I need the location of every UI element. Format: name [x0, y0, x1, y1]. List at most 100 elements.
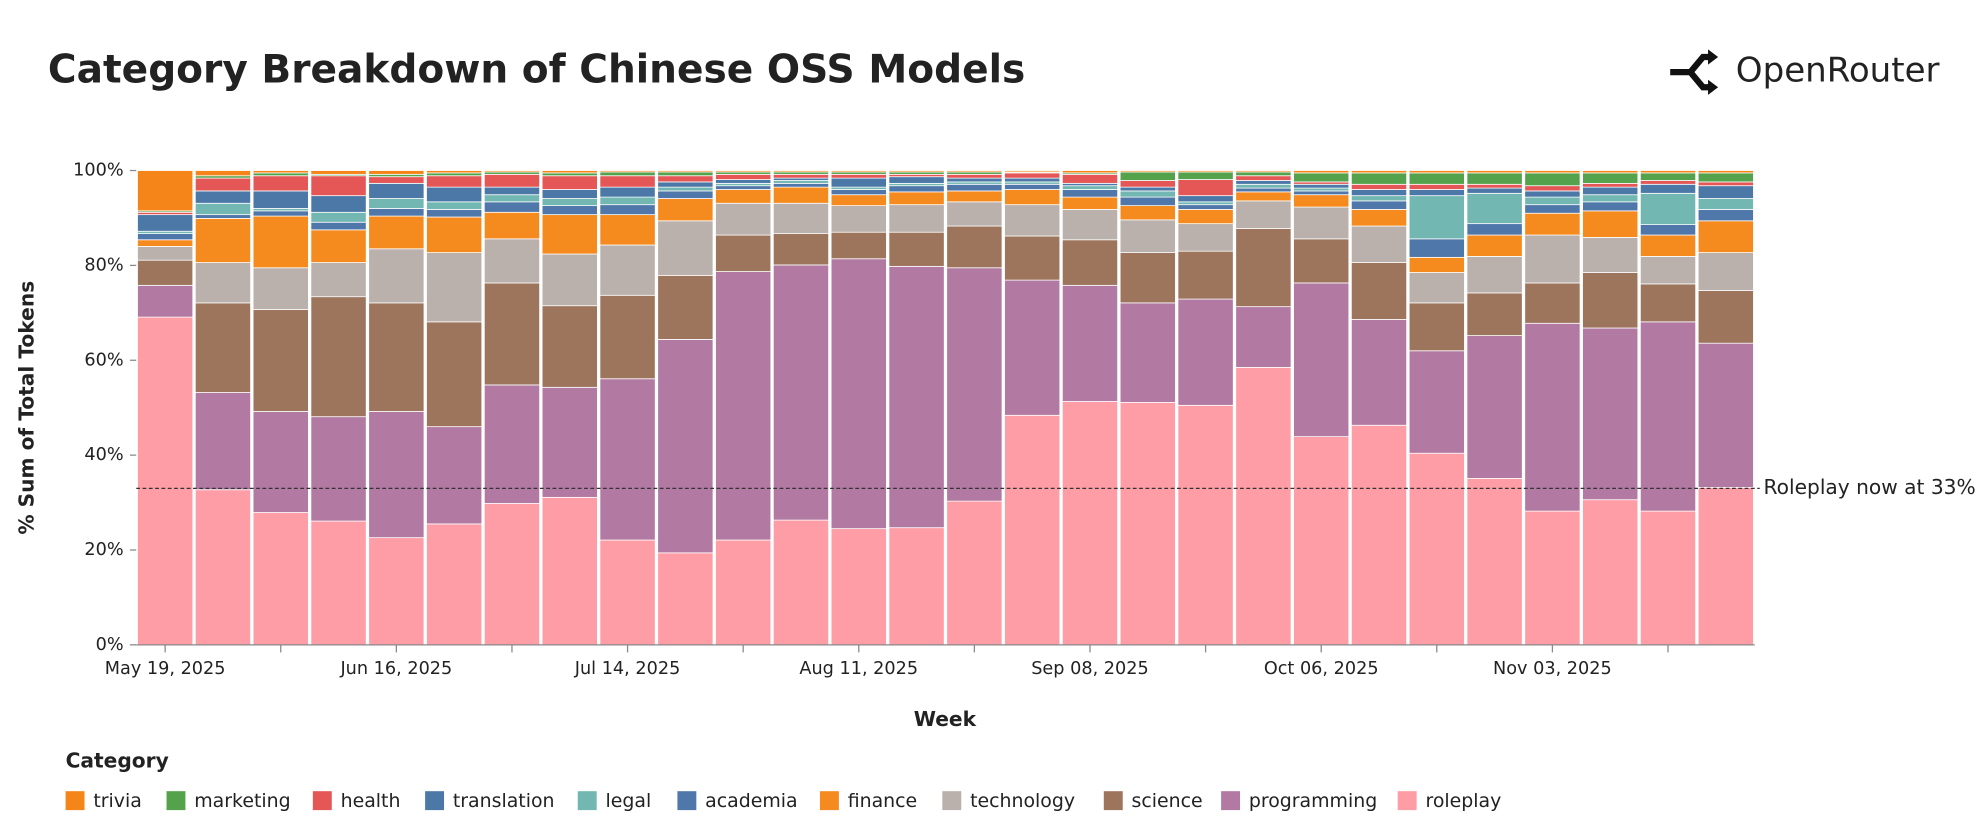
bar-segment — [1466, 192, 1523, 225]
bar-segment — [541, 214, 598, 255]
bar-segment — [946, 183, 1003, 192]
bar-segment — [368, 302, 425, 412]
legend-swatch — [1221, 791, 1241, 811]
bar-segment — [1350, 170, 1408, 174]
bar-segment — [1697, 220, 1754, 253]
bar-segment — [772, 182, 829, 188]
bar-segment — [1061, 209, 1119, 241]
bar-segment — [946, 177, 1003, 183]
bar-segment — [715, 234, 772, 272]
x-tick-label: Nov 03, 2025 — [1493, 659, 1612, 679]
bar-segment — [1582, 327, 1639, 501]
bar-segment — [946, 267, 1003, 502]
bar-segment — [1350, 200, 1408, 210]
bar-segment — [426, 523, 483, 646]
bar-segment — [1582, 172, 1639, 184]
x-axis-label: Week — [914, 707, 977, 731]
bar-segment — [1697, 170, 1754, 174]
bar-segment — [1177, 170, 1234, 173]
bar-segment — [541, 189, 598, 199]
bar-segment — [599, 175, 656, 188]
bar-segment — [1466, 223, 1523, 236]
bar-segment — [1119, 302, 1176, 403]
bar-segment — [483, 282, 540, 386]
legend-label: marketing — [194, 790, 290, 812]
bar-segment — [1408, 452, 1465, 646]
annotation: Roleplay now at 33% — [1764, 475, 1976, 499]
bar-segment — [310, 221, 367, 231]
bar-segment — [541, 386, 598, 498]
bar-segment — [946, 190, 1003, 203]
bar-segment — [426, 216, 483, 253]
legend-swatch — [577, 791, 597, 811]
bar-segment — [830, 231, 887, 260]
bar-segment — [1524, 185, 1581, 192]
legend-title: Category — [66, 749, 169, 773]
bar-segment — [137, 259, 194, 286]
bar-segment — [252, 170, 309, 174]
bar-segment — [1408, 272, 1465, 304]
bar-segment — [1235, 200, 1292, 229]
bar-segment — [715, 170, 772, 173]
bar-segment — [1061, 185, 1119, 190]
bar-segment — [715, 202, 772, 236]
bar-segment — [1293, 206, 1350, 240]
bar-segment — [1639, 180, 1697, 185]
bar-segment — [1119, 171, 1176, 181]
bar-segment — [1466, 170, 1523, 174]
bar-segment — [1061, 189, 1119, 198]
y-tick-label: 40% — [84, 445, 123, 465]
legend-swatch — [312, 791, 332, 811]
bar-segment — [1350, 195, 1408, 202]
bar-segment — [1293, 172, 1350, 183]
bar-segment — [194, 302, 251, 393]
bar-segment — [946, 225, 1003, 269]
bar-segment — [1350, 262, 1408, 320]
bar-segment — [1235, 171, 1292, 177]
bar-segment — [772, 519, 829, 646]
bar-segment — [1235, 175, 1292, 181]
bar-segment — [830, 258, 887, 530]
y-tick-label: 80% — [84, 255, 123, 275]
bar-segment — [1408, 183, 1465, 190]
bar-segment — [772, 170, 829, 173]
bar-segment — [772, 180, 829, 184]
bar-segment — [252, 175, 309, 192]
bar-segment — [1697, 185, 1754, 199]
x-tick-label: Oct 06, 2025 — [1264, 659, 1379, 679]
bar-segment — [1293, 190, 1350, 196]
bar-segment — [715, 189, 772, 204]
bar-segment — [137, 239, 194, 247]
bar-segment — [1119, 219, 1176, 253]
bar-segment — [426, 172, 483, 177]
bar-segment — [483, 211, 540, 240]
bar-segment — [830, 177, 887, 188]
bar-segment — [1177, 201, 1234, 206]
bar-segment — [657, 181, 714, 188]
legend-swatch — [166, 791, 186, 811]
bar-segment — [1350, 209, 1408, 227]
bar-segment — [830, 173, 887, 179]
bar-segment — [1293, 183, 1350, 189]
bar-segment — [310, 195, 367, 213]
bar-segment — [1408, 302, 1465, 352]
legend-swatch — [425, 791, 445, 811]
bar-segment — [1582, 194, 1639, 203]
bar-segment — [1119, 205, 1176, 221]
bar-segment — [1350, 183, 1408, 190]
bar-segment — [541, 305, 598, 388]
bar-segment — [599, 204, 656, 216]
bar-segment — [483, 173, 540, 188]
bar-segment — [368, 208, 425, 217]
bar-segment — [1524, 190, 1581, 198]
bar-segment — [1582, 201, 1639, 212]
bar-segment — [599, 196, 656, 206]
bar-segment — [1004, 204, 1061, 237]
bar-segment — [1235, 228, 1292, 308]
bar-segment — [310, 416, 367, 522]
bar-segment — [1177, 298, 1234, 406]
bar-segment — [1119, 252, 1176, 304]
bar-segment — [1119, 186, 1176, 192]
bar-segment — [772, 264, 829, 521]
bar-segment — [657, 552, 714, 646]
